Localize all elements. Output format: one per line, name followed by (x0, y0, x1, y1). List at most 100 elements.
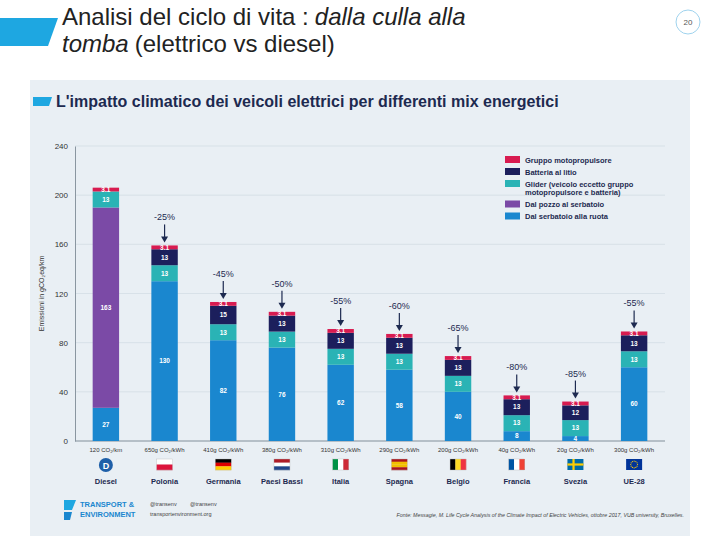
reduction-label: -55% (330, 296, 351, 306)
flag-stripe (274, 459, 290, 463)
data-label: 40 (454, 413, 462, 420)
flag-stripe (461, 459, 467, 470)
flag-icon (333, 459, 349, 470)
data-label: 3.1 (512, 394, 521, 401)
flag-cross (567, 463, 583, 465)
y-tick-label: 80 (59, 339, 68, 348)
y-tick-label: 200 (55, 191, 69, 200)
chart-title-marker (33, 97, 52, 106)
flag-icon (567, 459, 583, 470)
flag-star (634, 467, 635, 468)
arrow-head (337, 320, 344, 326)
flag-icon (626, 459, 642, 470)
data-label: 76 (278, 391, 286, 398)
bar-segment (386, 338, 412, 354)
flag-stripe (215, 466, 231, 470)
flag-stripe (391, 465, 407, 468)
flag-stripe (157, 465, 173, 471)
legend-label: Glider (veicolo eccetto gruppomotopropul… (525, 180, 634, 198)
flag-stripe (274, 466, 290, 470)
x-sublabel: 310g CO₂/kWh (321, 447, 361, 453)
flag-stripe (455, 459, 461, 470)
y-tick-label: 160 (55, 240, 69, 249)
x-tick-label: Spagna (386, 477, 414, 486)
flag-stripe (509, 459, 515, 470)
data-labels: 27163133.113013133.18213153.17613133.162… (100, 186, 639, 442)
flag-star (637, 464, 638, 465)
bar-segment (621, 335, 647, 351)
flag-stripe (514, 459, 520, 470)
flag-icon (391, 459, 407, 470)
reduction-label: -60% (389, 301, 410, 311)
flag-icon: D (99, 458, 113, 472)
slide-title: Analisi del ciclo di vita :dalla culla a… (62, 4, 607, 58)
data-label: 4 (574, 435, 578, 442)
y-axis-line (75, 147, 76, 442)
flag-icon (215, 459, 231, 470)
bar-segment (504, 415, 530, 431)
y-tick-label: 120 (55, 290, 69, 299)
bar-segment (445, 376, 471, 392)
bar-segment (327, 365, 353, 441)
bar-segment (210, 306, 236, 324)
chart-panel (30, 80, 690, 536)
diesel-icon-label: D (103, 461, 110, 471)
arrow-shaft (399, 313, 400, 326)
legend-label: Gruppo motopropulsore (525, 156, 612, 165)
flag-icon (157, 459, 173, 470)
y-tick-label: 0 (64, 437, 69, 446)
data-label: 58 (396, 402, 404, 409)
data-label: 8 (515, 432, 519, 439)
title-part: (elettrico vs diesel) (135, 30, 335, 57)
data-label: 3.1 (630, 330, 639, 337)
flag-star (634, 461, 635, 462)
x-sublabel: 380g CO₂/kWh (262, 447, 302, 453)
x-axis: 120 CO₂/kmDDiesel650g CO₂/kWhPolonia410g… (90, 447, 655, 486)
slide-canvas: 20L'impatto climatico dei veicoli elettr… (0, 0, 720, 540)
reduction-label: -85% (565, 369, 586, 379)
bar-segment (445, 392, 471, 441)
footer-handle: transportenvironment.org (150, 511, 211, 517)
y-tick: 0 (64, 437, 75, 446)
flag-stripe (215, 459, 231, 463)
y-tick: 40 (59, 388, 75, 397)
legend-label: Dal serbatoio alla ruota (525, 212, 609, 221)
x-sublabel: 40g CO₂/kWh (498, 447, 535, 453)
bar-segment (269, 348, 295, 441)
flag-star (631, 462, 632, 463)
data-label: 13 (337, 353, 345, 360)
bar-segment (327, 333, 353, 349)
data-label: 62 (337, 399, 345, 406)
flag-icon (450, 459, 466, 470)
arrow-head (396, 325, 403, 331)
footer-handle: @transenv (150, 501, 177, 507)
bar-segment (621, 367, 647, 441)
bar-segment (210, 324, 236, 340)
y-axis-title: Emissioni in gCO₂eq/km (38, 256, 46, 332)
legend-swatch (505, 156, 520, 163)
flag-star (632, 467, 633, 468)
flag-star (636, 462, 637, 463)
data-label: 13 (278, 336, 286, 343)
logo-mark (64, 512, 72, 520)
y-tick-label: 40 (59, 388, 68, 397)
arrow-head (161, 236, 168, 242)
data-label: 13 (572, 424, 580, 431)
annotations: -25%-45%-50%-55%-60%-65%-80%-85%-55% (154, 212, 645, 398)
x-tick-label: Italia (332, 477, 350, 486)
data-label: 13 (220, 329, 228, 336)
logo-mark (64, 500, 76, 510)
arrow-shaft (164, 224, 165, 237)
data-label: 3.1 (336, 327, 345, 334)
bar-segment (93, 408, 119, 441)
reduction-label: -55% (624, 298, 645, 308)
reduction-label: -50% (271, 279, 292, 289)
data-label: 60 (631, 400, 639, 407)
flag-star (635, 461, 636, 462)
flag-field (567, 459, 583, 470)
flag-stripe (519, 459, 525, 470)
grid-line (75, 146, 665, 147)
flag-border (450, 459, 466, 470)
bar-segment (327, 349, 353, 365)
bar-segment (504, 431, 530, 441)
